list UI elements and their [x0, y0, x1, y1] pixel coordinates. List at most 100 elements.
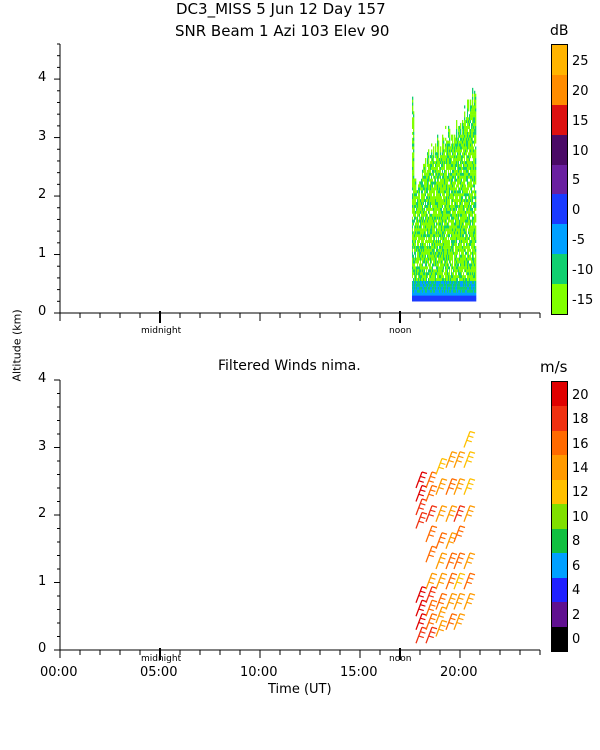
colorbar-swatch [552, 553, 567, 578]
heatmap-cell [442, 277, 444, 282]
y-tick-label: 3 [38, 128, 47, 144]
heatmap-cell [438, 263, 440, 267]
heatmap-cell [442, 260, 444, 264]
heatmap-cell [466, 269, 468, 273]
heatmap-cell [420, 187, 422, 191]
heatmap-cell [446, 242, 448, 246]
heatmap-cell [422, 254, 424, 258]
heatmap-cell [432, 292, 434, 296]
heatmap-cell [412, 222, 414, 226]
heatmap-cell [475, 204, 477, 208]
heatmap-cell [431, 190, 433, 194]
heatmap-cell [462, 242, 464, 246]
heatmap-cell [445, 234, 447, 238]
heatmap-cell [412, 152, 414, 156]
heatmap-cell [470, 105, 472, 109]
wind-barb-feather [466, 459, 472, 463]
heatmap-cell [436, 213, 438, 217]
heatmap-cell [453, 146, 455, 150]
heatmap-cell [431, 184, 433, 188]
heatmap-cell [453, 155, 455, 159]
heatmap-cell [473, 231, 475, 235]
heatmap-cell [473, 140, 475, 144]
wind-barb-feather [459, 572, 466, 576]
heatmap-cell [419, 222, 421, 226]
heatmap-cell [468, 152, 470, 156]
heatmap-cell [470, 117, 472, 121]
heatmap-cell [424, 222, 426, 226]
heatmap-cell [452, 201, 454, 205]
wind-barb-feather [466, 601, 472, 605]
heatmap-cell [425, 190, 427, 194]
heatmap-cell [452, 242, 454, 246]
heatmap-cell [443, 251, 445, 255]
heatmap-cell [413, 239, 415, 244]
heatmap-cell [437, 140, 439, 144]
colorbar-bottom-unit: m/s [540, 358, 568, 376]
heatmap-cell [441, 172, 443, 176]
heatmap-cell [473, 149, 475, 153]
heatmap-cell [439, 158, 441, 162]
heatmap-cell [473, 245, 475, 249]
heatmap-cell [420, 298, 422, 302]
heatmap-cell [427, 190, 429, 194]
heatmap-cell [435, 289, 437, 293]
heatmap-cell [466, 213, 468, 217]
heatmap-cell [457, 190, 459, 194]
heatmap-cell [430, 234, 432, 238]
heatmap-cell [442, 190, 444, 194]
heatmap-cell [444, 213, 446, 217]
heatmap-cell [456, 236, 458, 241]
heatmap-cell [462, 178, 464, 182]
heatmap-cell [461, 292, 463, 296]
heatmap-cell [469, 289, 471, 293]
heatmap-cell [414, 184, 416, 188]
heatmap-cell [419, 196, 421, 200]
heatmap-cell [450, 187, 452, 191]
heatmap-cell [470, 158, 472, 162]
heatmap-cell [459, 131, 461, 135]
wind-barb-feather [459, 505, 466, 508]
heatmap-cell [460, 236, 462, 241]
heatmap-cell [463, 295, 465, 299]
heatmap-cell [445, 236, 447, 241]
heatmap-cell [420, 286, 422, 290]
heatmap-cell [469, 117, 471, 121]
heatmap-cell [455, 242, 457, 246]
heatmap-cell [449, 190, 451, 194]
heatmap-cell [449, 257, 451, 261]
heatmap-cell [450, 280, 452, 284]
heatmap-cell [418, 213, 420, 217]
heatmap-cell [471, 295, 473, 299]
heatmap-cell [421, 248, 423, 252]
heatmap-cell [448, 236, 450, 241]
heatmap-cell [469, 146, 471, 150]
heatmap-cell [445, 187, 447, 191]
heatmap-cell [443, 283, 445, 287]
heatmap-cell [466, 166, 468, 170]
heatmap-cell [448, 196, 450, 200]
heatmap-cell [468, 292, 470, 296]
heatmap-cell [432, 219, 434, 223]
heatmap-cell [465, 210, 467, 214]
heatmap-cell [452, 248, 454, 252]
heatmap-cell [446, 266, 448, 270]
heatmap-cell [443, 158, 445, 162]
heatmap-cell [457, 257, 459, 261]
heatmap-cell [468, 134, 470, 138]
heatmap-cell [454, 181, 456, 185]
heatmap-cell [412, 280, 414, 284]
heatmap-cell [468, 248, 470, 252]
heatmap-cell [437, 169, 439, 173]
heatmap-cell [444, 166, 446, 170]
heatmap-cell [436, 263, 438, 267]
heatmap-cell [452, 196, 454, 200]
heatmap-cell [431, 263, 433, 267]
heatmap-cell [418, 242, 420, 246]
heatmap-cell [467, 198, 469, 203]
heatmap-cell [432, 236, 434, 241]
heatmap-cell [431, 213, 433, 217]
wind-barb-feather [441, 619, 448, 623]
wind-barb-feather [428, 554, 434, 558]
heatmap-cell [447, 274, 449, 279]
